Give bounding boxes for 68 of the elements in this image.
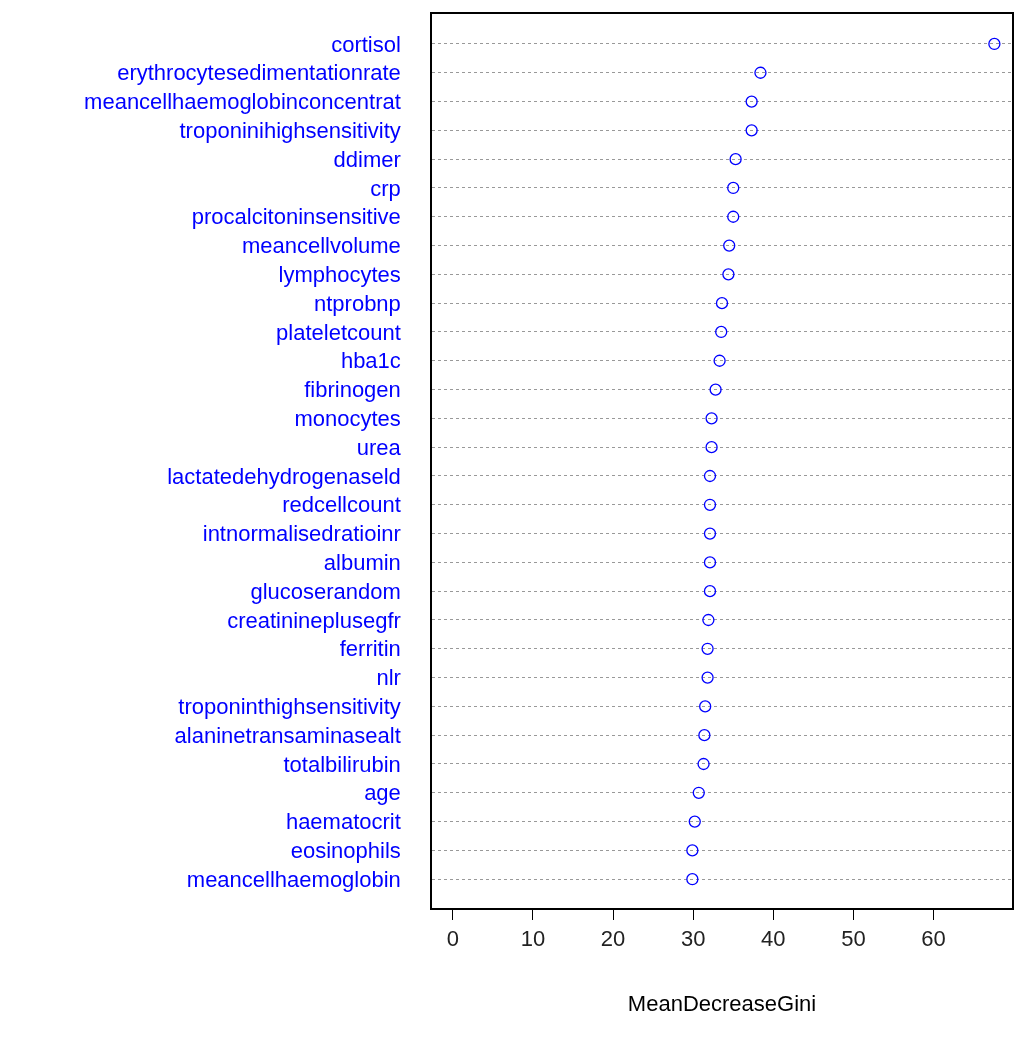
- x-tick-label: 20: [600, 926, 626, 952]
- y-tick-label: procalcitoninsensitive: [191, 204, 401, 230]
- point: [705, 412, 718, 425]
- y-tick-label: meancellhaemoglobinconcentrat: [84, 89, 401, 115]
- point: [727, 181, 740, 195]
- point: [723, 239, 736, 252]
- y-tick-label: monocytes: [294, 406, 401, 432]
- y-tick-label: age: [364, 780, 401, 806]
- y-tick-label: troponinihighsensitivity: [179, 118, 401, 144]
- y-tick-label: ddimer: [333, 146, 401, 172]
- y-tick-label: creatinineplusegfr: [227, 607, 401, 633]
- point: [988, 37, 1001, 51]
- point: [713, 354, 726, 367]
- point: [686, 873, 699, 886]
- point: [702, 613, 715, 627]
- y-tick-label: ntprobnp: [313, 290, 401, 316]
- y-tick-label: intnormalisedratioinr: [202, 521, 401, 547]
- y-tick-label: hba1c: [340, 348, 401, 374]
- y-tick-label: haematocrit: [285, 809, 401, 835]
- y-tick-label: lymphocytes: [278, 262, 401, 288]
- y-tick-label: crp: [370, 175, 401, 201]
- x-tick-label: 60: [921, 926, 946, 952]
- point: [745, 95, 758, 108]
- point: [709, 383, 722, 396]
- point: [745, 124, 758, 137]
- point: [729, 153, 742, 166]
- point: [705, 441, 718, 454]
- point: [698, 729, 711, 742]
- point: [703, 585, 717, 598]
- y-tick-label: nlr: [376, 665, 401, 691]
- point: [703, 556, 717, 569]
- y-tick-label: redcellcount: [282, 492, 401, 518]
- y-tick-label: totalbilirubin: [283, 751, 401, 777]
- x-tick-label: 40: [761, 926, 786, 952]
- y-tick-label: troponinthighsensitivity: [178, 694, 401, 720]
- point: [692, 786, 705, 799]
- x-axis-title: MeanDecreaseGini: [627, 990, 817, 1016]
- x-tick-label: 0: [446, 926, 459, 952]
- y-tick-label: fibrinogen: [304, 377, 401, 403]
- point: [701, 642, 714, 655]
- y-tick-label: cortisol: [331, 31, 401, 57]
- y-tick-label: eosinophils: [290, 838, 401, 864]
- point: [722, 268, 735, 281]
- point: [715, 297, 729, 310]
- x-tick-label: 30: [680, 926, 706, 952]
- point: [688, 815, 701, 828]
- point: [703, 498, 717, 511]
- y-tick-label: meancellvolume: [241, 233, 401, 259]
- y-tick-label: plateletcount: [276, 319, 401, 345]
- y-tick-label: albumin: [323, 550, 401, 576]
- y-tick-label: erythrocytesedimentationrate: [117, 60, 401, 86]
- point: [754, 66, 767, 79]
- point: [686, 844, 699, 857]
- y-tick-label: glucoserandom: [250, 578, 401, 604]
- y-tick-label: lactatedehydrogenaseld: [167, 463, 401, 489]
- y-tick-label: urea: [356, 434, 402, 460]
- point: [699, 700, 712, 713]
- point: [727, 210, 740, 223]
- y-tick-label: alaninetransaminasealt: [174, 722, 401, 748]
- point: [697, 757, 710, 771]
- point: [701, 671, 714, 684]
- y-tick-label: meancellhaemoglobin: [186, 866, 401, 892]
- x-tick-label: 10: [520, 926, 546, 952]
- point: [703, 469, 717, 483]
- point: [703, 527, 717, 540]
- point: [715, 325, 728, 339]
- y-tick-label: ferritin: [339, 636, 401, 662]
- x-tick-label: 50: [841, 926, 866, 952]
